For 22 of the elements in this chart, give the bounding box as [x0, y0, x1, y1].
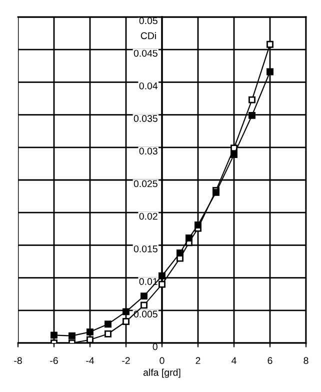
x-tick-label: 6 [268, 357, 272, 364]
y-tick-label: 0.01 [139, 278, 158, 285]
x-tick-label: 8 [304, 357, 308, 364]
y-tick-label: 0.02 [139, 212, 158, 220]
y-tick-label: 0 [152, 343, 158, 350]
x-tick-label: 4 [232, 357, 236, 364]
x-tick-label: 0 [160, 357, 164, 364]
y-tick-label: 0.035 [134, 115, 158, 122]
y-tick-label: 0.03 [139, 148, 158, 155]
x-tick-label: -8 [14, 357, 22, 364]
x-tick-label: -6 [50, 357, 58, 364]
y-tick-label: 0.05 [139, 17, 158, 24]
y-axis-title: CDi [140, 32, 156, 40]
y-tick-label: 0.015 [134, 245, 158, 252]
x-tick-label: -2 [122, 357, 130, 364]
x-tick-label: -4 [86, 357, 94, 364]
y-tick-label: 0.04 [139, 82, 158, 90]
x-axis-title: alfa [grd] [144, 368, 180, 378]
y-tick-label: 0.045 [134, 50, 158, 57]
x-tick-label: 2 [196, 357, 200, 364]
y-tick-label: 0.025 [134, 180, 158, 188]
y-tick-label: 0.005 [134, 310, 158, 318]
